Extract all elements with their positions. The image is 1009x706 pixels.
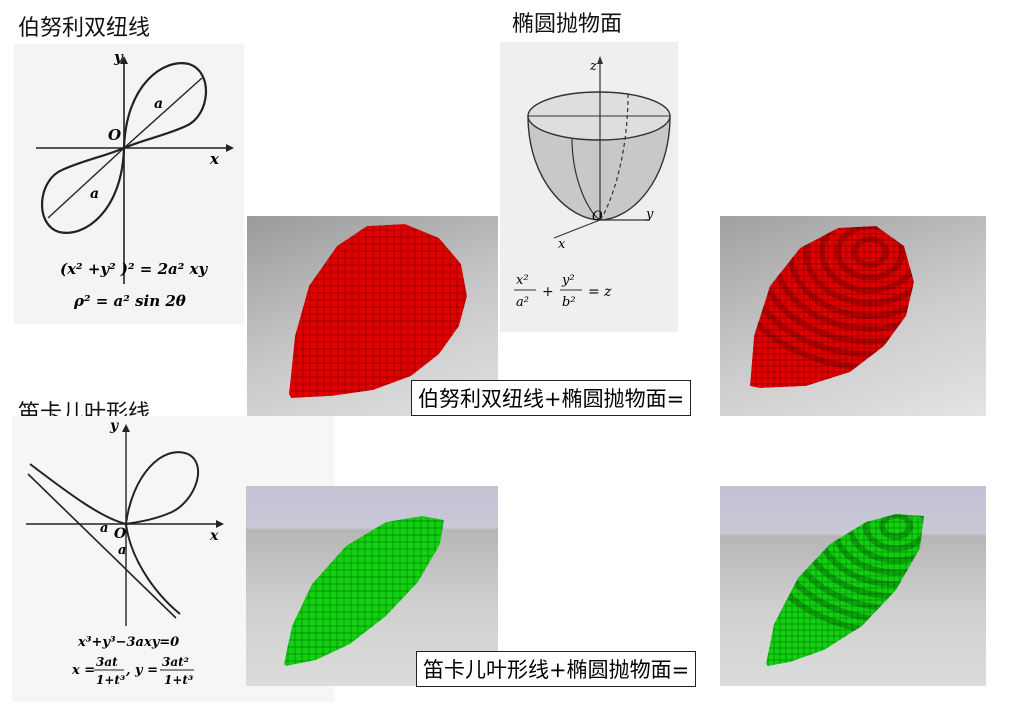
paraboloid-y-label: y <box>645 207 654 222</box>
paraboloid-origin-label: O <box>592 209 603 224</box>
paraboloid-z-arrow <box>597 56 603 64</box>
lemniscate-title: 伯努利双纽线 <box>18 16 151 41</box>
voxel-shading-ring <box>863 514 924 552</box>
folium-equation-implicit: x³+y³−3axy=0 <box>77 635 179 650</box>
paraboloid-eq-x-den: a² <box>516 295 529 310</box>
paraboloid-eq-x-num: x² <box>516 273 529 288</box>
folium-asymptote <box>27 473 177 619</box>
paraboloid-eq-y-den: b² <box>562 295 576 310</box>
lemniscate-lower-lobe <box>41 146 126 234</box>
paraboloid-x-label: x <box>558 237 566 252</box>
lemniscate-upper-lobe <box>122 62 207 150</box>
paraboloid-back-curve <box>599 93 629 221</box>
green-caption: 笛卡儿叶形线+椭圆抛物面= <box>416 651 697 687</box>
paraboloid-front-curve <box>571 137 601 221</box>
voxel-shading-ring <box>835 226 905 281</box>
paraboloid-z-label: z <box>589 59 597 74</box>
folium-param-h: a <box>100 521 108 536</box>
lemniscate-figure: y x O a a (x² +y² )² = 2a² xy ρ² = a² si… <box>14 44 244 324</box>
lemniscate-lower-chord <box>47 147 125 219</box>
voxel-body <box>289 224 467 398</box>
folium-eq-x-num: 3at <box>96 655 118 669</box>
lemniscate-origin-label: O <box>108 126 121 144</box>
voxel-shading-ring <box>851 236 889 268</box>
lemniscate-equation-cartesian: (x² +y² )² = 2a² xy <box>60 260 208 278</box>
paraboloid-title: 椭圆抛物面 <box>512 12 623 37</box>
paraboloid-x-axis <box>553 219 601 239</box>
folium-loop <box>124 451 199 526</box>
voxel-shading-ring <box>819 226 914 294</box>
red-combined-render <box>720 216 986 416</box>
lemniscate-y-label: y <box>113 48 124 66</box>
voxel-body <box>766 514 924 666</box>
voxel-shading-ring <box>879 514 913 540</box>
folium-param-v: a <box>118 543 126 558</box>
lemniscate-equation-polar: ρ² = a² sin 2θ <box>73 292 186 310</box>
folium-origin-label: O <box>114 526 127 542</box>
paraboloid-eq-rhs: = z <box>588 284 612 300</box>
voxel-body <box>284 516 444 666</box>
lemniscate-x-arrow <box>226 144 234 152</box>
folium-eq-y-num: 3at² <box>162 655 189 669</box>
lemniscate-lower-a: a <box>90 186 99 202</box>
folium-diagram: y x O a a x³+y³−3axy=0 x = 3at 1+t³ , y … <box>26 418 224 687</box>
paraboloid-diagram: z y x O x² a² + y² b² = z <box>514 56 671 310</box>
folium-x-label: x <box>209 528 219 544</box>
red-combined-voxels <box>750 226 914 388</box>
folium-y-arrow <box>122 424 130 432</box>
folium-eq-x-den: 1+t³ <box>96 673 125 687</box>
folium-branches <box>29 463 181 615</box>
lemniscate-x-label: x <box>209 150 220 168</box>
red-caption: 伯努利双纽线+椭圆抛物面= <box>411 380 692 416</box>
voxel-shading-ring <box>750 226 914 358</box>
paraboloid-eq-y-num: y² <box>561 273 575 288</box>
folium-eq-y-den: 1+t³ <box>164 673 193 687</box>
paraboloid-eq-plus: + <box>542 284 554 300</box>
folium-eq-x-lhs: x = <box>71 663 95 678</box>
lemniscate-upper-chord <box>123 77 203 149</box>
green-combined-render <box>720 486 986 686</box>
folium-x-arrow <box>216 520 224 528</box>
green-combined-voxels <box>766 514 924 666</box>
paraboloid-figure: z y x O x² a² + y² b² = z <box>500 42 678 332</box>
lemniscate-y-arrow <box>120 56 128 64</box>
lemniscate-diagram: y x O a a (x² +y² )² = 2a² xy ρ² = a² si… <box>36 48 234 310</box>
lemniscate-upper-a: a <box>154 96 163 112</box>
folium-y-label: y <box>109 418 119 434</box>
voxel-shading-ring <box>803 226 914 307</box>
folium-eq-sep: , y = <box>125 663 158 678</box>
